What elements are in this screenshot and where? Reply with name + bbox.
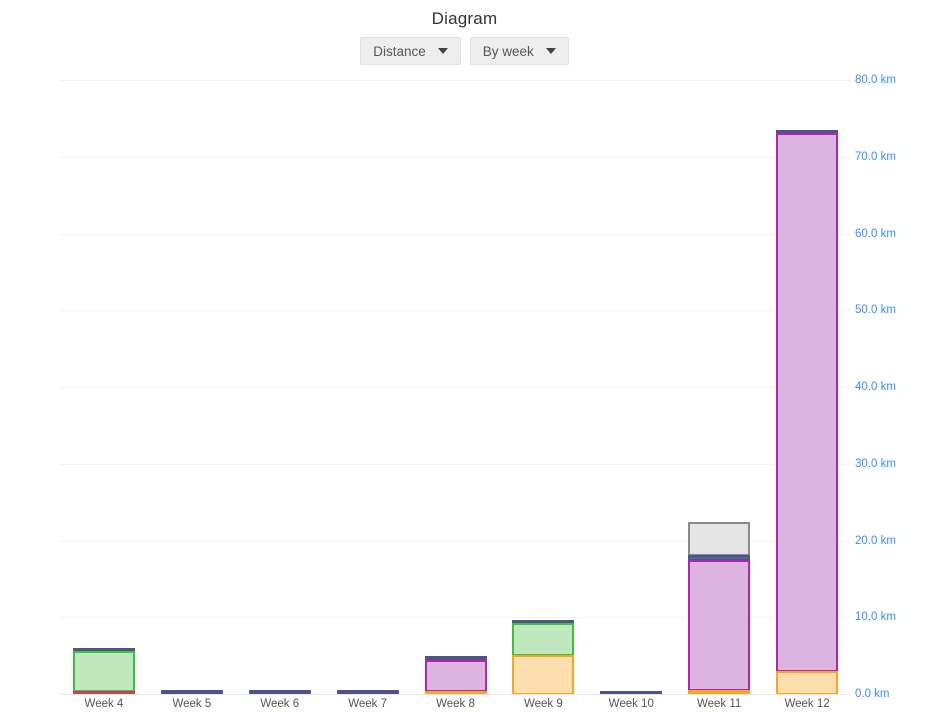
bar-segment-gray bbox=[688, 521, 751, 556]
x-axis-tick-label: Week 5 bbox=[172, 698, 212, 710]
bar-stack[interactable] bbox=[424, 656, 487, 694]
period-dropdown-label: By week bbox=[482, 43, 534, 59]
gridline bbox=[60, 617, 851, 619]
y-axis-tick-label: 30.0 km bbox=[855, 457, 896, 470]
x-axis-tick-label: Week 10 bbox=[608, 698, 654, 710]
bar-segment-blue bbox=[600, 690, 663, 694]
bar-segment-blue bbox=[248, 690, 311, 694]
bar-segment-blue bbox=[336, 690, 399, 694]
x-axis-tick-label: Week 4 bbox=[84, 698, 124, 710]
y-axis-tick-label: 10.0 km bbox=[855, 611, 896, 624]
bar-stack[interactable] bbox=[688, 521, 751, 694]
page-title: Diagram bbox=[431, 9, 498, 28]
gridline bbox=[60, 310, 851, 312]
x-axis-tick-label: Week 9 bbox=[523, 698, 563, 710]
bar-segment-blue bbox=[424, 656, 487, 661]
bar-segment-blue bbox=[160, 690, 223, 694]
bar-segment-orange bbox=[776, 670, 839, 694]
bar-stack[interactable] bbox=[248, 690, 311, 694]
bar-segment-violet bbox=[776, 132, 839, 671]
gridline bbox=[60, 387, 851, 388]
x-axis-tick-label: Week 11 bbox=[696, 698, 742, 710]
y-axis-tick-label: 0.0 km bbox=[855, 688, 890, 700]
bar-segment-green bbox=[72, 651, 135, 692]
bar-stack[interactable] bbox=[600, 690, 663, 694]
gridline bbox=[60, 540, 851, 542]
bar-stack[interactable] bbox=[72, 648, 135, 694]
bar-series bbox=[60, 80, 851, 694]
y-axis-tick-label: 60.0 km bbox=[855, 227, 896, 240]
bar-segment-blue bbox=[512, 620, 575, 624]
x-axis-tick-label: Week 6 bbox=[260, 698, 300, 710]
y-axis-tick-label: 40.0 km bbox=[855, 381, 896, 393]
bar-segment-orange bbox=[512, 654, 575, 694]
bar-segment-green bbox=[512, 623, 575, 655]
y-axis-tick-label: 50.0 km bbox=[855, 304, 896, 317]
bar-stack[interactable] bbox=[776, 130, 839, 694]
x-axis-tick-label: Week 12 bbox=[784, 698, 830, 710]
bar-segment-orange bbox=[424, 690, 487, 694]
chevron-down-icon bbox=[437, 48, 448, 54]
bar-segment-red bbox=[72, 691, 135, 694]
bar-stack[interactable] bbox=[160, 690, 223, 694]
plot-area bbox=[60, 80, 851, 695]
bar-segment-blue bbox=[776, 130, 839, 133]
metric-dropdown-label: Distance bbox=[373, 43, 426, 59]
bar-segment-blue bbox=[72, 648, 135, 652]
bar-segment-violet bbox=[424, 660, 487, 691]
bar-segment-blue bbox=[688, 555, 751, 560]
y-axis-tick-label: 80.0 km bbox=[855, 74, 896, 86]
gridline bbox=[60, 80, 851, 81]
bar-stack[interactable] bbox=[336, 690, 399, 694]
chart-controls: Distance By week bbox=[0, 37, 929, 65]
metric-dropdown[interactable]: Distance bbox=[360, 37, 461, 65]
bar-segment-violet bbox=[688, 559, 751, 691]
x-axis-labels: Week 4 Week 5 Week 6 Week 7 Week 8 Week 9 Week… bbox=[60, 698, 851, 716]
gridline bbox=[60, 463, 851, 465]
y-axis-tick-label: 70.0 km bbox=[855, 150, 896, 163]
x-axis-tick-label: Week 7 bbox=[348, 698, 387, 710]
x-axis-tick-label: Week 8 bbox=[436, 698, 475, 710]
chevron-down-icon bbox=[545, 48, 556, 54]
bar-stack[interactable] bbox=[512, 620, 575, 694]
gridline bbox=[60, 156, 851, 158]
gridline bbox=[60, 233, 851, 235]
bar-segment-orange bbox=[688, 690, 751, 694]
period-dropdown[interactable]: By week bbox=[469, 37, 569, 65]
gridline bbox=[60, 694, 851, 695]
y-axis-tick-label: 20.0 km bbox=[855, 534, 896, 547]
